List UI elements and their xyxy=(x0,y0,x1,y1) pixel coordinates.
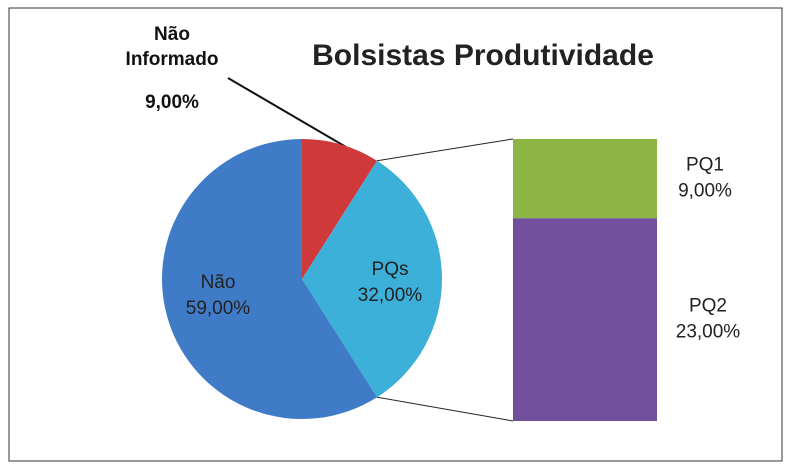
slice-label: Não xyxy=(201,272,236,293)
bar-label: PQ2 xyxy=(689,296,727,317)
connector-line xyxy=(376,138,514,162)
slice-label: Não Informado xyxy=(125,24,219,70)
slice-value-label: 9,00% xyxy=(145,92,199,113)
pie-slice xyxy=(302,139,378,279)
chart-title: Bolsistas Produtividade xyxy=(312,39,654,72)
slice-label: PQs xyxy=(372,259,409,280)
bar-segment xyxy=(513,139,657,219)
connector-line xyxy=(376,396,514,422)
leader-line xyxy=(227,77,347,148)
bar-label: PQ1 xyxy=(686,155,724,176)
bar-segment xyxy=(513,218,657,421)
pie-slice xyxy=(161,139,378,420)
bar-value-label: 23,00% xyxy=(676,322,741,343)
slice-value-label: 59,00% xyxy=(186,298,251,319)
bar-value-label: 9,00% xyxy=(678,181,732,202)
pie-slice xyxy=(302,160,442,398)
slice-value-label: 32,00% xyxy=(358,285,423,306)
